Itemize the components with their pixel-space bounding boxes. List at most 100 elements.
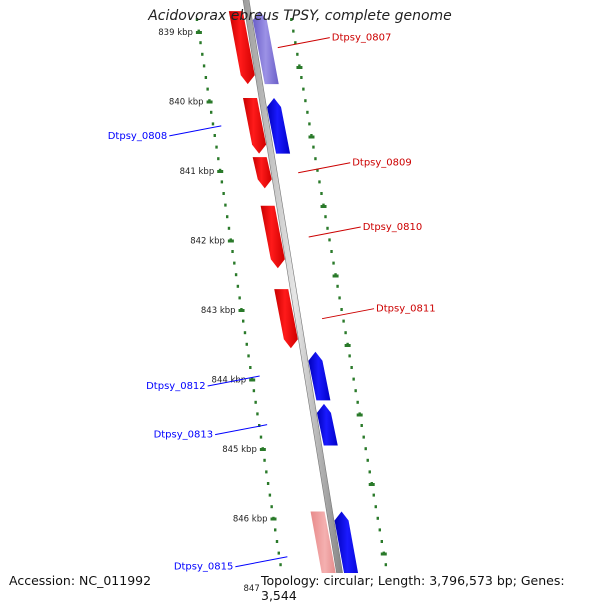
minor-tick-outer xyxy=(376,516,379,520)
minor-tick-inner xyxy=(275,540,279,543)
minor-tick-outer xyxy=(362,435,365,439)
gene-forward xyxy=(252,157,272,189)
minor-tick-outer xyxy=(290,18,293,21)
major-tick xyxy=(270,517,277,521)
major-tick xyxy=(217,170,224,173)
minor-tick-outer xyxy=(292,29,295,33)
major-tick xyxy=(249,378,256,382)
minor-tick-outer xyxy=(352,377,355,381)
gene-label: Dtpsy_0811 xyxy=(376,304,436,315)
minor-tick-inner xyxy=(266,482,270,485)
minor-tick-inner xyxy=(217,157,220,161)
minor-tick-outer xyxy=(328,238,331,242)
minor-tick-inner xyxy=(215,145,218,149)
minor-tick-outer xyxy=(344,331,347,335)
tick-label: 842 kbp xyxy=(190,237,225,247)
minor-tick-outer xyxy=(318,180,321,184)
gene-reverse xyxy=(308,351,331,401)
label-layer: Dtpsy_0807 Dtpsy_0808 Dtpsy_0809 Dtpsy_0810… xyxy=(108,33,436,573)
minor-tick-inner xyxy=(238,296,241,300)
minor-tick-outer xyxy=(338,296,341,300)
major-tick-outer xyxy=(380,552,387,556)
minor-tick-outer xyxy=(302,87,305,91)
tick-label: 843 kbp xyxy=(201,306,236,316)
minor-tick-outer xyxy=(326,226,329,230)
minor-tick-inner xyxy=(259,435,263,439)
tick-label: 841 kbp xyxy=(180,167,215,177)
gene-reverse xyxy=(316,403,338,446)
minor-tick-outer xyxy=(336,284,339,288)
minor-tick-inner xyxy=(256,412,259,416)
accession-text: Accession: NC_011992 xyxy=(9,573,152,588)
minor-tick-outer xyxy=(368,470,371,474)
tick-label: 840 kbp xyxy=(169,98,204,108)
tick-label: 846 kbp xyxy=(233,515,268,525)
minor-tick-outer xyxy=(300,76,303,79)
map-title: Acidovorax ebreus TPSY, complete genome xyxy=(148,8,452,24)
backbone-layer xyxy=(242,0,348,600)
minor-tick-inner xyxy=(243,331,247,335)
minor-tick-outer xyxy=(380,540,383,543)
minor-tick-inner xyxy=(199,41,202,45)
gene-label: Dtpsy_0810 xyxy=(363,222,423,233)
gene-reverse xyxy=(267,98,291,154)
minor-tick-inner xyxy=(227,226,231,230)
minor-tick-outer xyxy=(312,145,315,149)
minor-tick-outer xyxy=(378,528,381,532)
gene-leader-line xyxy=(308,226,361,238)
gene-forward xyxy=(243,98,267,154)
minor-tick-inner xyxy=(247,354,250,358)
gene-leader-line xyxy=(207,375,260,387)
major-tick xyxy=(238,309,245,312)
gene-forward xyxy=(228,11,255,85)
minor-tick-outer xyxy=(324,215,327,219)
gene-reverse xyxy=(252,11,279,85)
genome-summary-text: Topology: circular; Length: 3,796,573 bp… xyxy=(260,573,600,603)
minor-tick-outer xyxy=(298,64,301,68)
gene-leader-line xyxy=(277,37,330,49)
minor-tick-outer xyxy=(306,110,309,114)
minor-tick-inner xyxy=(268,493,272,497)
minor-tick-inner xyxy=(234,273,238,277)
minor-tick-inner xyxy=(236,284,240,288)
minor-tick-outer xyxy=(296,52,299,56)
minor-tick-inner xyxy=(277,551,280,555)
major-tick-outer xyxy=(296,66,303,69)
minor-tick-inner xyxy=(274,528,277,532)
minor-tick-inner xyxy=(231,250,234,253)
minor-tick-outer xyxy=(320,192,323,195)
gene-forward xyxy=(274,289,298,349)
minor-tick-inner xyxy=(206,87,209,91)
minor-tick-inner xyxy=(233,261,236,265)
gene-leader-line xyxy=(215,424,268,436)
minor-tick-outer xyxy=(332,261,335,265)
major-tick-outer xyxy=(368,483,375,486)
minor-tick-outer xyxy=(350,366,353,369)
tick-label: 845 kbp xyxy=(222,445,257,455)
minor-tick-inner xyxy=(265,470,268,474)
gene-forward xyxy=(260,205,285,269)
minor-tick-inner xyxy=(204,76,208,79)
major-tick-outer xyxy=(356,413,363,417)
minor-tick-outer xyxy=(348,354,351,358)
tick-label: 839 kbp xyxy=(158,28,193,38)
minor-tick-outer xyxy=(294,41,297,45)
tick-layer: 839 kbp 840 kbp 841 kbp 842 kbp 843 kbp 844 k… xyxy=(158,18,394,600)
gene-label: Dtpsy_0808 xyxy=(108,131,168,142)
major-tick-outer xyxy=(308,135,315,139)
gene-label: Dtpsy_0807 xyxy=(332,33,392,44)
minor-tick-outer xyxy=(384,563,388,567)
minor-tick-inner xyxy=(279,563,282,567)
minor-tick-outer xyxy=(364,447,367,451)
minor-tick-outer xyxy=(360,424,363,427)
minor-tick-inner xyxy=(220,180,224,184)
minor-tick-inner xyxy=(224,203,227,207)
gene-leader-line xyxy=(235,556,288,568)
gene-label: Dtpsy_0813 xyxy=(154,430,214,441)
minor-tick-inner xyxy=(252,389,256,393)
gene-label: Dtpsy_0812 xyxy=(146,381,206,392)
major-tick-outer xyxy=(332,274,339,278)
minor-tick-inner xyxy=(195,18,199,21)
